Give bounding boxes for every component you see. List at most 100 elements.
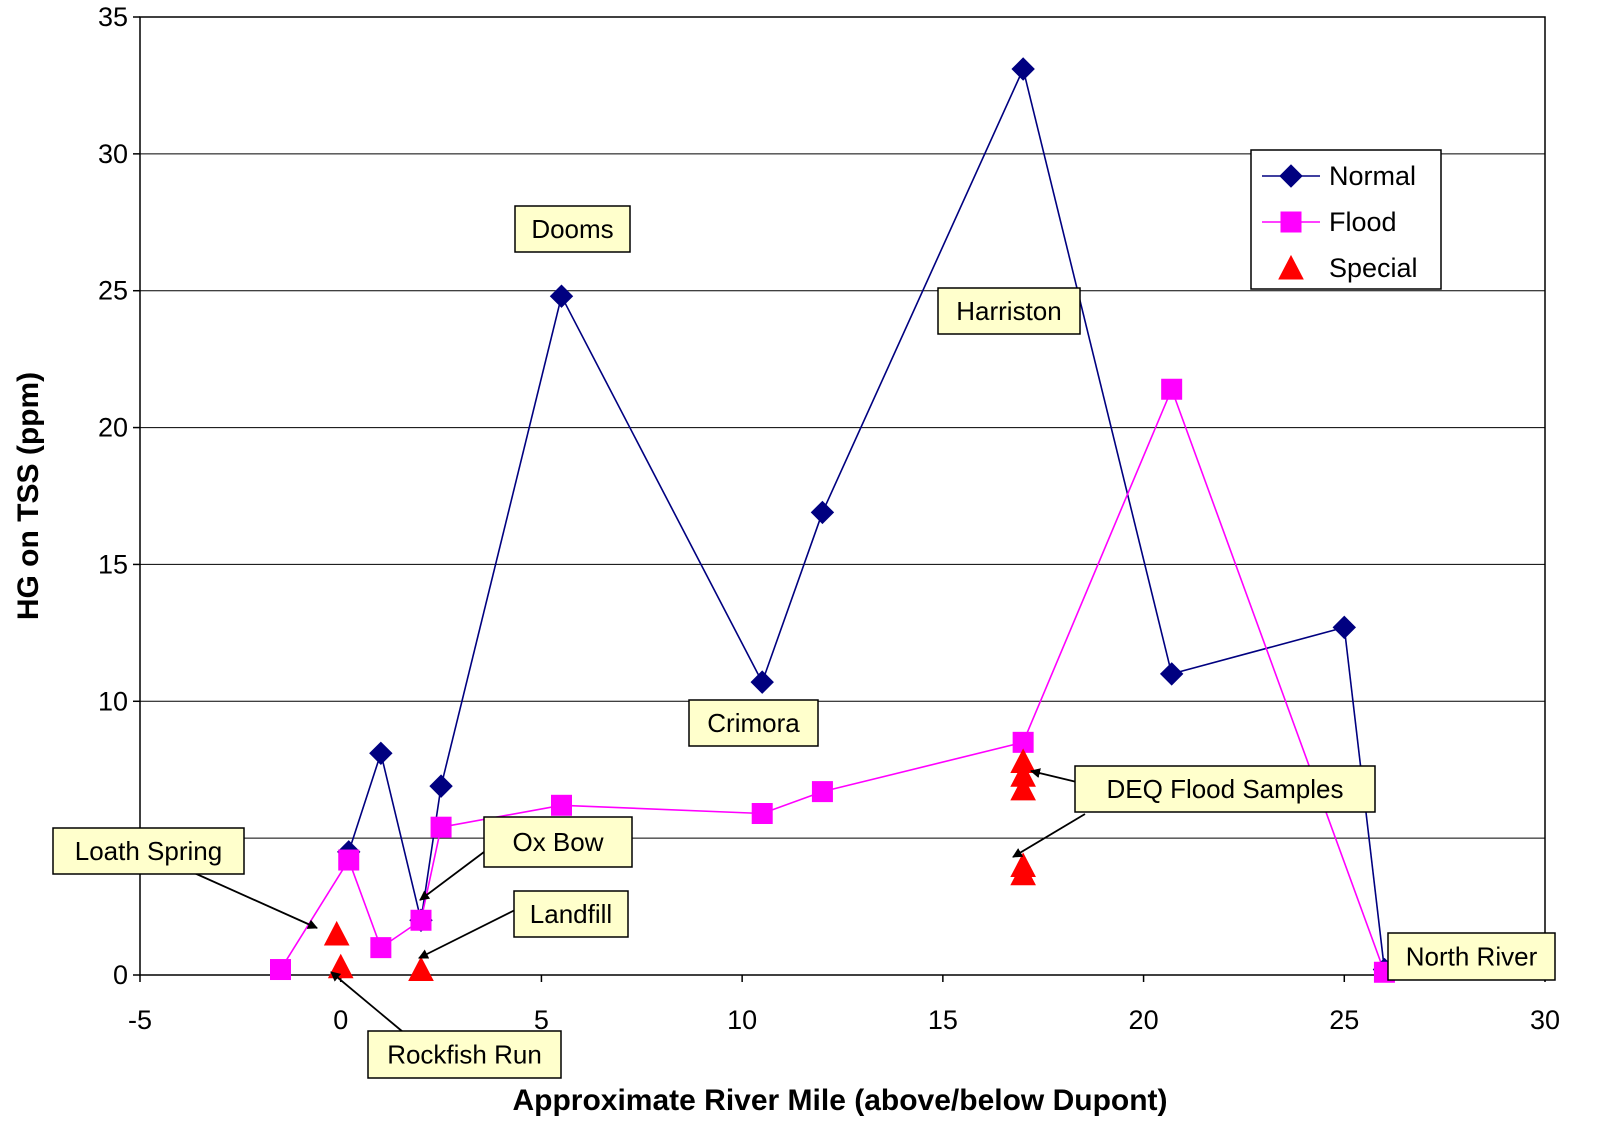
- normal-point: [369, 741, 393, 765]
- legend-label: Normal: [1329, 161, 1416, 191]
- series-line-segment: [761, 512, 824, 683]
- callout-label: Rockfish Run: [387, 1040, 542, 1070]
- callout: Loath Spring: [52, 827, 245, 875]
- normal-point: [429, 774, 453, 798]
- x-tick-label: 0: [333, 1005, 348, 1035]
- special-point: [323, 920, 350, 946]
- callout-label: Loath Spring: [75, 836, 222, 866]
- callout: Ox Bow: [483, 816, 633, 868]
- flood-point: [551, 794, 572, 816]
- legend-label: Flood: [1329, 207, 1397, 237]
- legend: Normal Flood Special: [1250, 149, 1442, 290]
- x-tick-label: 20: [1129, 1005, 1159, 1035]
- series-line-segment: [347, 859, 382, 948]
- callout-box: [1074, 765, 1376, 813]
- callout-box: [52, 827, 245, 875]
- y-tick-label: 20: [98, 413, 128, 443]
- special-point: [1010, 775, 1036, 801]
- y-tick-label: 10: [98, 686, 128, 716]
- flood-point: [751, 803, 773, 825]
- normal-point: [1011, 57, 1035, 81]
- x-tick-label: 15: [928, 1005, 958, 1035]
- legend-marker-special: [1278, 254, 1304, 280]
- callout-arrows: [191, 768, 1086, 1033]
- series-line-segment: [420, 827, 442, 921]
- legend-entry-special: Special: [1278, 253, 1418, 283]
- legend-label: Special: [1329, 253, 1418, 283]
- flood-point: [410, 909, 432, 931]
- series-line-segment: [822, 741, 1024, 793]
- callout-label: North River: [1406, 942, 1538, 972]
- callout: North River: [1387, 932, 1556, 981]
- series-line-segment: [1022, 388, 1173, 743]
- legend-marker-normal: [1279, 164, 1303, 188]
- y-tick-label: 15: [98, 549, 128, 579]
- normal-point: [1332, 615, 1356, 640]
- y-tick-label: 0: [113, 960, 128, 990]
- flood-point: [430, 816, 452, 838]
- callout: Landfill: [513, 890, 629, 938]
- series-layer: [270, 57, 1397, 983]
- callouts: Dooms Harriston Crimora DEQ Flood Samples Ox…: [52, 205, 1556, 1079]
- callout-label: Landfill: [530, 899, 612, 929]
- callout-arrow: [330, 971, 404, 1033]
- callout: Dooms: [514, 205, 631, 253]
- x-axis-title: Approximate River Mile (above/below Dupo…: [512, 1084, 1167, 1117]
- series-line-segment: [279, 859, 350, 970]
- series-line-segment: [1022, 68, 1173, 675]
- callout: Rockfish Run: [367, 1030, 562, 1079]
- x-tick-label: 25: [1329, 1005, 1359, 1035]
- x-tick-label: 10: [727, 1005, 757, 1035]
- series-line-segment: [821, 68, 1024, 513]
- flood-point: [811, 781, 833, 803]
- y-tick-label: 35: [98, 2, 128, 32]
- normal-point: [1159, 662, 1184, 686]
- callout-box: [513, 890, 629, 938]
- callout-label: Dooms: [531, 214, 613, 244]
- y-axis-title: HG on TSS (ppm): [12, 372, 45, 620]
- normal-point: [810, 500, 835, 525]
- legend-entry-normal: Normal: [1262, 161, 1416, 191]
- callout-box: [688, 699, 819, 747]
- normal-point: [549, 284, 574, 308]
- callout-label: Harriston: [956, 296, 1061, 326]
- flood-point: [338, 849, 360, 871]
- callout-arrow: [418, 906, 522, 959]
- y-tick-label: 30: [98, 139, 128, 169]
- callout: DEQ Flood Samples: [1074, 765, 1376, 813]
- callout-box: [937, 287, 1081, 335]
- callout-box: [483, 816, 633, 868]
- callout-arrow: [191, 871, 318, 929]
- x-tick-label: 30: [1530, 1005, 1560, 1035]
- callout-box: [367, 1030, 562, 1079]
- callout-box: [514, 205, 631, 253]
- series-line-segment: [1170, 388, 1386, 973]
- special-point: [408, 956, 434, 982]
- callout-label: Ox Bow: [512, 827, 603, 857]
- x-tick-label: -5: [128, 1005, 152, 1035]
- callout: Crimora: [688, 699, 819, 747]
- callout: Harriston: [937, 287, 1081, 335]
- series-line-segment: [561, 804, 763, 815]
- callout-label: DEQ Flood Samples: [1107, 774, 1344, 804]
- callout-arrow: [1012, 813, 1086, 858]
- legend-entry-flood: Flood: [1262, 207, 1397, 237]
- series-line-segment: [440, 295, 563, 787]
- flood-point: [270, 959, 291, 981]
- series-line-segment: [347, 753, 382, 853]
- normal-point: [750, 670, 774, 694]
- connector-lines: [279, 68, 1386, 973]
- flood-point: [1161, 378, 1183, 400]
- callout-label: Crimora: [707, 708, 800, 738]
- series-line-segment: [1171, 626, 1345, 675]
- flood-point: [370, 937, 392, 959]
- y-tick-label: 25: [98, 276, 128, 306]
- special-point: [1010, 860, 1036, 886]
- series-line-segment: [560, 295, 763, 683]
- x-tick-label: 5: [534, 1005, 549, 1035]
- legend-marker-flood: [1280, 211, 1302, 233]
- series-line-segment: [440, 804, 562, 828]
- callout-arrow: [419, 848, 489, 901]
- series-line-segment: [380, 753, 422, 921]
